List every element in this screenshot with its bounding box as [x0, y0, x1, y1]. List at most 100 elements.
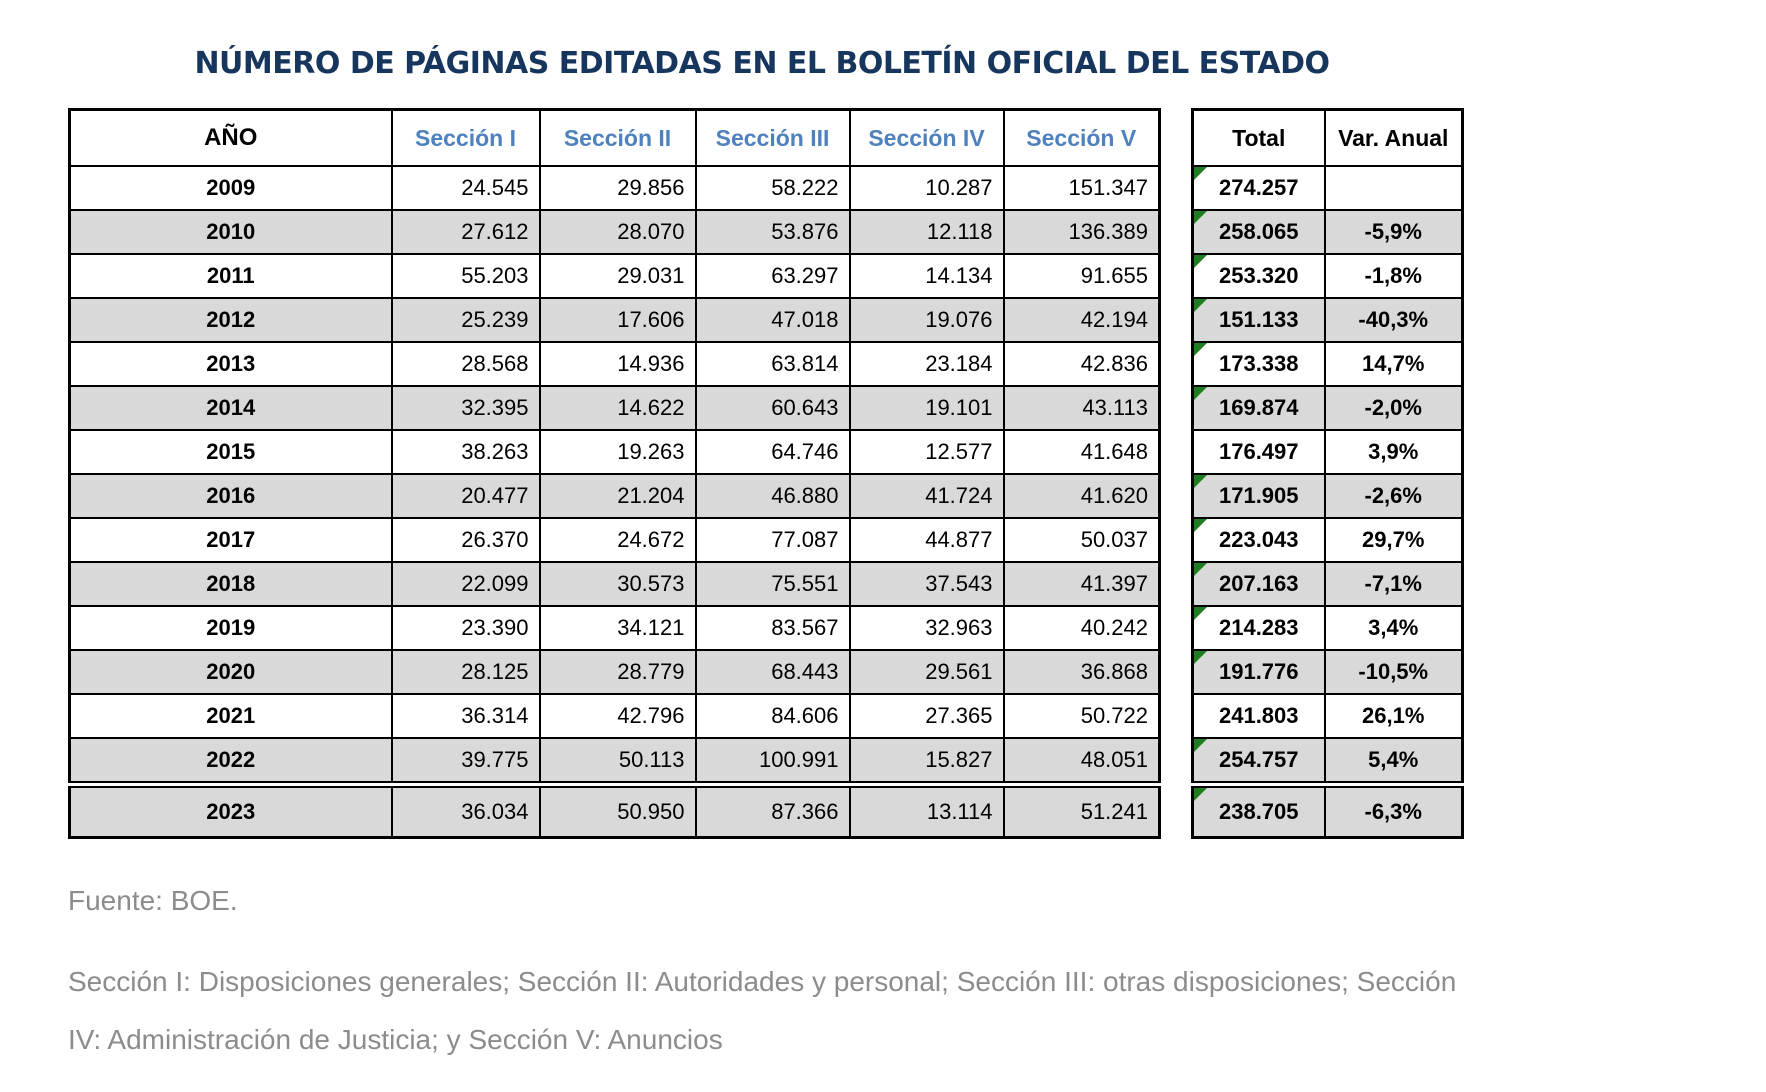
- total-cell: 191.776: [1191, 649, 1326, 695]
- value-cell: 44.877: [848, 517, 1005, 563]
- value-cell: 23.390: [390, 605, 541, 651]
- totals-header-row: Total Var. Anual: [1191, 108, 1464, 167]
- var-anual-cell: 3,4%: [1323, 605, 1464, 651]
- cell-corner-marker-icon: [1194, 344, 1207, 356]
- var-anual-cell: -40,3%: [1323, 297, 1464, 343]
- col-header-var-anual: Var. Anual: [1323, 108, 1464, 167]
- value-cell: 64.746: [694, 429, 851, 475]
- totals-row: 191.776 -10,5%: [1191, 649, 1464, 695]
- value-cell: 14.936: [538, 341, 697, 387]
- totals-row: 241.803 26,1%: [1191, 693, 1464, 739]
- total-cell: 176.497: [1191, 429, 1326, 475]
- cell-corner-marker-icon: [1194, 564, 1207, 576]
- value-cell: 32.963: [848, 605, 1005, 651]
- value-cell: 22.099: [390, 561, 541, 607]
- col-header-ano: AÑO: [68, 108, 393, 167]
- totals-row: 274.257: [1191, 165, 1464, 211]
- var-anual-cell: -2,0%: [1323, 385, 1464, 431]
- value-cell: 58.222: [694, 165, 851, 211]
- totals-row: 171.905 -2,6%: [1191, 473, 1464, 519]
- var-anual-cell: -2,6%: [1323, 473, 1464, 519]
- value-cell: 41.620: [1002, 473, 1161, 519]
- total-cell: 274.257: [1191, 165, 1326, 211]
- value-cell: 27.612: [390, 209, 541, 255]
- value-cell: 13.114: [848, 781, 1005, 839]
- value-cell: 36.314: [390, 693, 541, 739]
- table-row: 2010 27.612 28.070 53.876 12.118 136.389: [68, 209, 1161, 255]
- table-row: 2013 28.568 14.936 63.814 23.184 42.836: [68, 341, 1161, 387]
- value-cell: 29.856: [538, 165, 697, 211]
- value-cell: 40.242: [1002, 605, 1161, 651]
- totals-row: 169.874 -2,0%: [1191, 385, 1464, 431]
- total-cell: 241.803: [1191, 693, 1326, 739]
- year-cell: 2023: [68, 781, 393, 839]
- totals-row: 207.163 -7,1%: [1191, 561, 1464, 607]
- value-cell: 41.397: [1002, 561, 1161, 607]
- value-cell: 36.868: [1002, 649, 1161, 695]
- value-cell: 91.655: [1002, 253, 1161, 299]
- year-cell: 2016: [68, 473, 393, 519]
- value-cell: 47.018: [694, 297, 851, 343]
- value-cell: 28.779: [538, 649, 697, 695]
- table-row: 2023 36.034 50.950 87.366 13.114 51.241: [68, 781, 1161, 839]
- value-cell: 63.297: [694, 253, 851, 299]
- totals-row: 254.757 5,4%: [1191, 737, 1464, 786]
- value-cell: 48.051: [1002, 737, 1161, 786]
- total-cell: 253.320: [1191, 253, 1326, 299]
- var-anual-cell: -1,8%: [1323, 253, 1464, 299]
- value-cell: 17.606: [538, 297, 697, 343]
- year-cell: 2010: [68, 209, 393, 255]
- cell-corner-marker-icon: [1194, 520, 1207, 532]
- totals-row: 151.133 -40,3%: [1191, 297, 1464, 343]
- total-cell: 169.874: [1191, 385, 1326, 431]
- cell-corner-marker-icon: [1194, 652, 1207, 664]
- value-cell: 42.796: [538, 693, 697, 739]
- table-row: 2018 22.099 30.573 75.551 37.543 41.397: [68, 561, 1161, 607]
- totals-row: 238.705 -6,3%: [1191, 781, 1464, 839]
- total-cell: 151.133: [1191, 297, 1326, 343]
- value-cell: 29.561: [848, 649, 1005, 695]
- value-cell: 87.366: [694, 781, 851, 839]
- value-cell: 63.814: [694, 341, 851, 387]
- table-row: 2009 24.545 29.856 58.222 10.287 151.347: [68, 165, 1161, 211]
- var-anual-cell: -6,3%: [1323, 781, 1464, 839]
- totals-row: 176.497 3,9%: [1191, 429, 1464, 475]
- value-cell: 21.204: [538, 473, 697, 519]
- table-gap: [1161, 108, 1191, 118]
- value-cell: 50.950: [538, 781, 697, 839]
- total-cell: 223.043: [1191, 517, 1326, 563]
- value-cell: 26.370: [390, 517, 541, 563]
- var-anual-cell: -10,5%: [1323, 649, 1464, 695]
- table-row: 2021 36.314 42.796 84.606 27.365 50.722: [68, 693, 1161, 739]
- year-cell: 2021: [68, 693, 393, 739]
- value-cell: 28.070: [538, 209, 697, 255]
- value-cell: 14.134: [848, 253, 1005, 299]
- value-cell: 53.876: [694, 209, 851, 255]
- cell-corner-marker-icon: [1194, 168, 1207, 180]
- var-anual-cell: [1323, 165, 1464, 211]
- year-cell: 2018: [68, 561, 393, 607]
- value-cell: 151.347: [1002, 165, 1161, 211]
- totals-row: 253.320 -1,8%: [1191, 253, 1464, 299]
- value-cell: 28.568: [390, 341, 541, 387]
- var-anual-cell: 3,9%: [1323, 429, 1464, 475]
- value-cell: 37.543: [848, 561, 1005, 607]
- value-cell: 39.775: [390, 737, 541, 786]
- value-cell: 75.551: [694, 561, 851, 607]
- value-cell: 19.263: [538, 429, 697, 475]
- value-cell: 19.101: [848, 385, 1005, 431]
- cell-corner-marker-icon: [1194, 300, 1207, 312]
- totals-row: 223.043 29,7%: [1191, 517, 1464, 563]
- totals-row: 173.338 14,7%: [1191, 341, 1464, 387]
- value-cell: 136.389: [1002, 209, 1161, 255]
- sections-legend: Sección I: Disposiciones generales; Secc…: [68, 966, 1457, 1055]
- var-anual-cell: 29,7%: [1323, 517, 1464, 563]
- value-cell: 30.573: [538, 561, 697, 607]
- total-cell: 207.163: [1191, 561, 1326, 607]
- value-cell: 83.567: [694, 605, 851, 651]
- col-header-total: Total: [1191, 108, 1326, 167]
- value-cell: 42.836: [1002, 341, 1161, 387]
- var-anual-cell: -7,1%: [1323, 561, 1464, 607]
- value-cell: 50.113: [538, 737, 697, 786]
